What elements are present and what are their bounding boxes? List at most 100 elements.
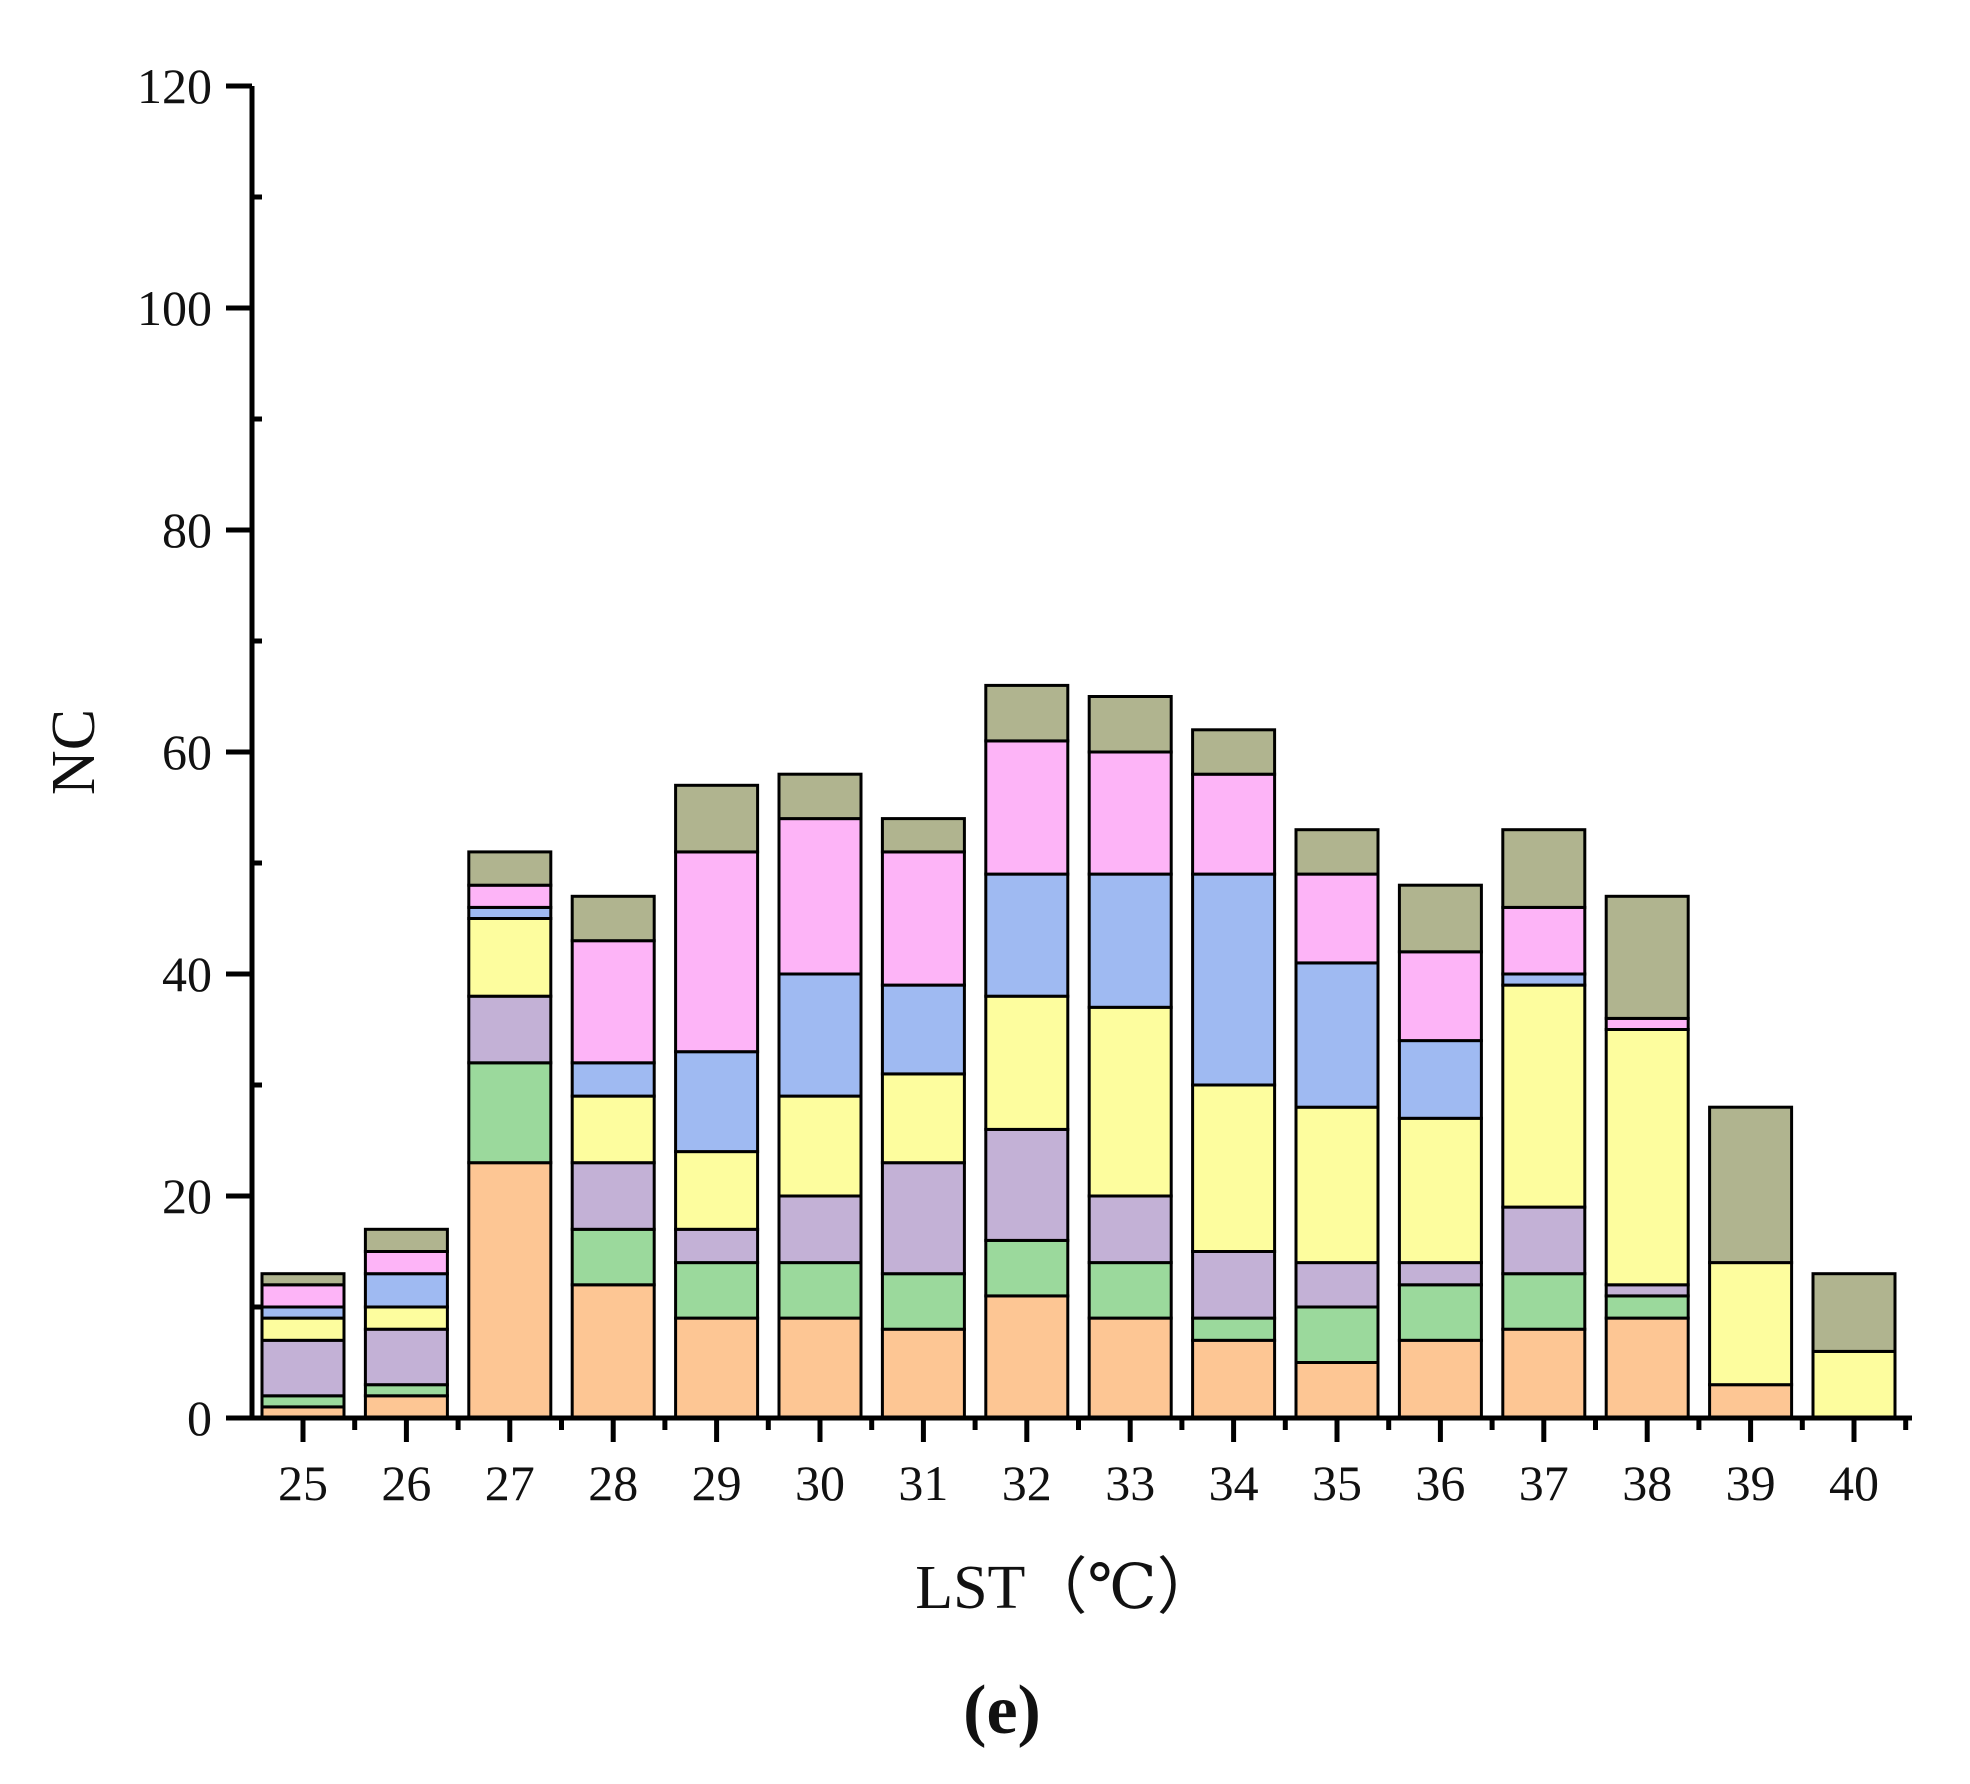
x-tick-label: 35: [1312, 1455, 1362, 1511]
bar-segment-35-s2: [1294, 1305, 1380, 1364]
bar-segment-34-s2: [1191, 1316, 1277, 1342]
axes-group: 0 20 40 60 80 100 120 25 26 27 28 29 30 31 32 33 34 35 36…: [137, 58, 1912, 1511]
bar-segment-31-s2: [880, 1272, 966, 1331]
bar-segment-29-s7: [674, 783, 760, 854]
bar-segment-37-s4: [1501, 983, 1587, 1209]
bar-segment-34-s7: [1191, 728, 1277, 776]
bar-segment-31-s6: [880, 850, 966, 987]
bar-segment-33-s6: [1087, 750, 1173, 876]
bar-segment-27-s6: [467, 883, 553, 909]
bar-segment-29-s2: [674, 1261, 760, 1320]
bar-segment-27-s4: [467, 917, 553, 998]
x-tick-label: 32: [1002, 1455, 1052, 1511]
bar-segment-25-s5: [260, 1305, 346, 1320]
bar-segment-30-s3: [777, 1194, 863, 1265]
bar-segment-27-s3: [467, 994, 553, 1065]
bar-segment-30-s2: [777, 1261, 863, 1320]
bar-segment-31-s7: [880, 817, 966, 854]
x-tick-label: 26: [381, 1455, 431, 1511]
bar-segment-37-s3: [1501, 1205, 1587, 1276]
bars-group: [260, 683, 1897, 1420]
bar-segment-39-s4: [1708, 1261, 1794, 1387]
bar-segment-36-s3: [1397, 1261, 1483, 1287]
bar-segment-26-s1: [363, 1394, 449, 1420]
bar-segment-29-s5: [674, 1050, 760, 1154]
bar-segment-33-s4: [1087, 1005, 1173, 1198]
bar-segment-27-s2: [467, 1061, 553, 1165]
x-tick-label: 30: [795, 1455, 845, 1511]
bar-segment-32-s2: [984, 1238, 1070, 1298]
bar-segment-39-s1: [1708, 1383, 1794, 1420]
bar-segment-39-s7: [1708, 1105, 1794, 1265]
bar-segment-38-s3: [1604, 1283, 1690, 1298]
bar-segment-32-s6: [984, 739, 1070, 876]
x-tick-label: 38: [1622, 1455, 1672, 1511]
y-tick-label: 0: [187, 1390, 212, 1446]
bar-segment-28-s7: [570, 894, 656, 943]
bar-segment-28-s4: [570, 1094, 656, 1165]
bar-segment-28-s6: [570, 939, 656, 1065]
bar-segment-29-s6: [674, 850, 760, 1054]
bar-segment-35-s4: [1294, 1105, 1380, 1265]
bar-segment-38-s4: [1604, 1028, 1690, 1287]
y-axis-title: NC: [40, 709, 108, 795]
bar-segment-40-s4: [1811, 1349, 1897, 1420]
x-tick-label: 27: [485, 1455, 535, 1511]
bar-segment-38-s1: [1604, 1316, 1690, 1420]
y-ticks: 0 20 40 60 80 100 120: [137, 58, 262, 1446]
x-tick-label: 33: [1105, 1455, 1155, 1511]
bar-segment-26-s4: [363, 1305, 449, 1331]
bar-segment-34-s1: [1191, 1338, 1277, 1420]
bar-segment-29-s1: [674, 1316, 760, 1420]
x-tick-label: 25: [278, 1455, 328, 1511]
bar-segment-30-s5: [777, 972, 863, 1098]
x-tick-label: 31: [898, 1455, 948, 1511]
bar-segment-32-s7: [984, 683, 1070, 743]
bar-segment-30-s6: [777, 817, 863, 976]
bar-segment-26-s3: [363, 1327, 449, 1387]
bar-segment-35-s5: [1294, 961, 1380, 1109]
bar-segment-28-s5: [570, 1061, 656, 1098]
bar-segment-31-s5: [880, 983, 966, 1076]
bar-segment-30-s7: [777, 772, 863, 821]
y-tick-label: 60: [162, 724, 212, 780]
bar-segment-32-s5: [984, 872, 1070, 998]
bar-segment-30-s4: [777, 1094, 863, 1198]
bar-segment-28-s1: [570, 1283, 656, 1420]
bar-segment-26-s2: [363, 1383, 449, 1398]
bar-segment-36-s2: [1397, 1283, 1483, 1342]
bar-segment-29-s4: [674, 1150, 760, 1231]
bar-segment-36-s5: [1397, 1039, 1483, 1120]
bar-segment-34-s5: [1191, 872, 1277, 1087]
bar-segment-31-s4: [880, 1072, 966, 1165]
bar-segment-25-s3: [260, 1338, 346, 1398]
bar-segment-33-s5: [1087, 872, 1173, 1009]
x-ticks: 25 26 27 28 29 30 31 32 33 34 35 36 37 38 39 40: [278, 1418, 1909, 1511]
bar-segment-37-s7: [1501, 828, 1587, 909]
bar-segment-26-s6: [363, 1250, 449, 1276]
bar-segment-32-s3: [984, 1127, 1070, 1242]
x-tick-label: 39: [1726, 1455, 1776, 1511]
bar-segment-34-s6: [1191, 772, 1277, 876]
bar-segment-37-s6: [1501, 905, 1587, 976]
bar-segment-29-s3: [674, 1227, 760, 1265]
bar-segment-38-s2: [1604, 1294, 1690, 1320]
bar-segment-25-s4: [260, 1316, 346, 1342]
bar-segment-27-s7: [467, 850, 553, 887]
bar-segment-36-s7: [1397, 883, 1483, 954]
x-tick-label: 28: [588, 1455, 638, 1511]
bar-segment-30-s1: [777, 1316, 863, 1420]
bar-segment-34-s3: [1191, 1250, 1277, 1320]
bar-segment-32-s4: [984, 994, 1070, 1131]
bar-segment-37-s2: [1501, 1272, 1587, 1331]
bar-segment-35-s1: [1294, 1361, 1380, 1420]
bar-segment-34-s4: [1191, 1083, 1277, 1253]
bar-segment-36-s6: [1397, 950, 1483, 1043]
bar-segment-28-s2: [570, 1227, 656, 1287]
x-tick-label: 34: [1209, 1455, 1259, 1511]
x-tick-label: 40: [1829, 1455, 1879, 1511]
bar-segment-26-s7: [363, 1227, 449, 1254]
bar-segment-38-s7: [1604, 894, 1690, 1020]
bar-segment-36-s1: [1397, 1338, 1483, 1420]
bar-segment-31-s1: [880, 1327, 966, 1420]
